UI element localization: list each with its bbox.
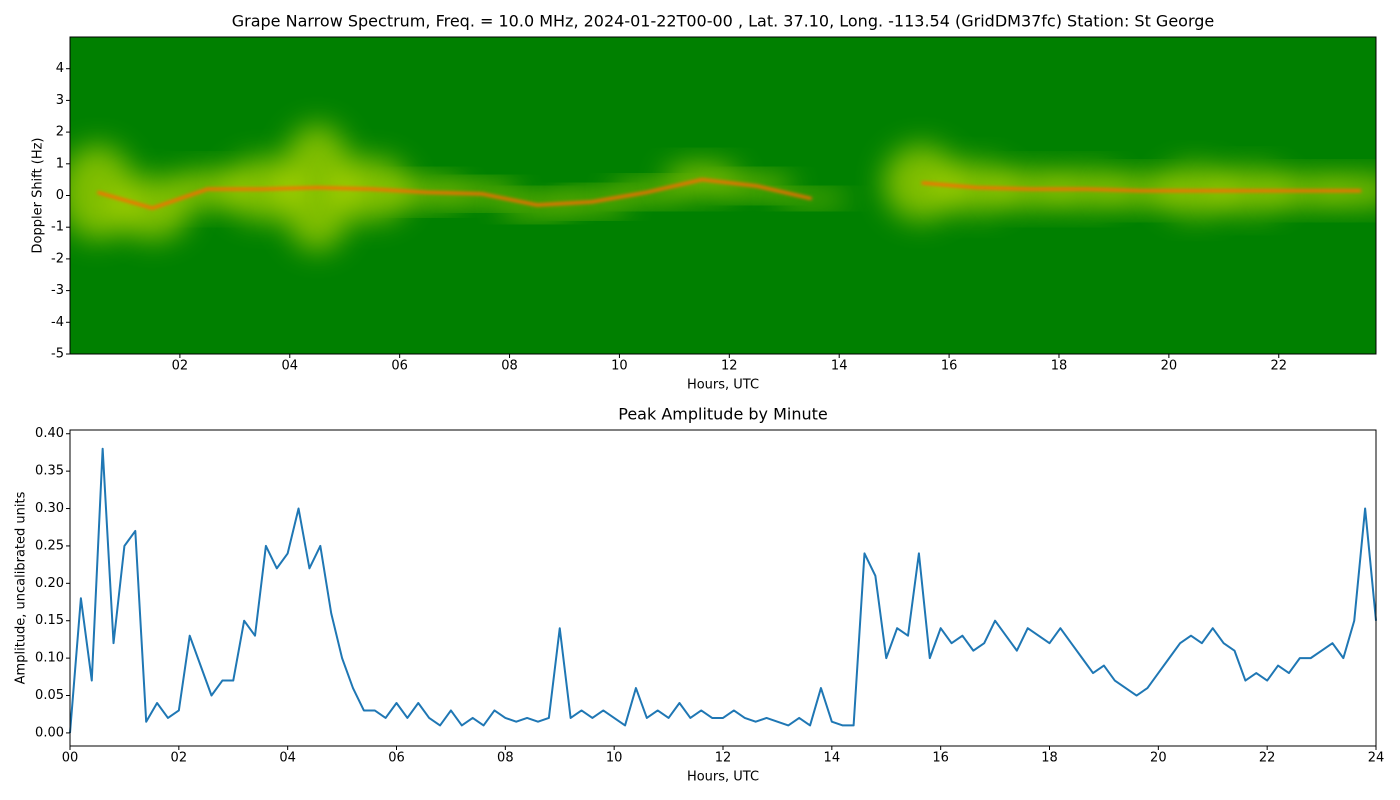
y-tick-label: 0.30: [35, 501, 64, 516]
y-tick-label: 4: [56, 61, 64, 76]
x-tick-label: 06: [388, 751, 405, 766]
x-tick-label: 04: [281, 359, 298, 374]
y-tick-label: 0.00: [35, 725, 64, 740]
doppler-trace: [921, 181, 1362, 193]
y-tick-label: -4: [51, 315, 64, 330]
y-tick-label: -2: [51, 251, 64, 266]
x-tick-label: 16: [932, 751, 949, 766]
x-tick-label: 08: [501, 359, 518, 374]
x-tick-label: 20: [1150, 751, 1167, 766]
y-axis-label: Doppler Shift (Hz): [31, 138, 46, 254]
x-tick-label: 16: [941, 359, 958, 374]
signal-spread: [773, 192, 851, 206]
plot-frame: [69, 429, 1377, 747]
spectrogram: [70, 37, 1376, 354]
chart-title: Peak Amplitude by Minute: [618, 405, 828, 424]
x-tick-label: 14: [824, 751, 841, 766]
x-tick-label: 02: [171, 751, 188, 766]
x-tick-label: 04: [279, 751, 296, 766]
y-tick-label: 0.25: [35, 538, 64, 553]
y-tick-label: 1: [56, 156, 64, 171]
x-axis-label: Hours, UTC: [687, 378, 759, 393]
x-tick-label: 18: [1051, 359, 1068, 374]
doppler-trace: [97, 178, 813, 210]
x-tick-label: 12: [721, 359, 738, 374]
x-tick-label: 18: [1041, 751, 1058, 766]
x-tick-label: 10: [611, 359, 628, 374]
x-tick-label: 24: [1368, 751, 1385, 766]
y-axis-label: Amplitude, uncalibrated units: [14, 491, 29, 684]
y-tick-label: 0.20: [35, 576, 64, 591]
x-tick-label: 08: [497, 751, 514, 766]
y-tick-label: 0.10: [35, 651, 64, 666]
chart-title: Grape Narrow Spectrum, Freq. = 10.0 MHz,…: [232, 12, 1215, 31]
y-tick-label: 2: [56, 125, 64, 140]
x-tick-label: 10: [606, 751, 623, 766]
amplitude-line: [69, 447, 1377, 733]
y-tick-label: 0.35: [35, 464, 64, 479]
y-tick-label: -5: [51, 347, 64, 362]
x-tick-label: 20: [1161, 359, 1178, 374]
x-tick-label: 14: [831, 359, 848, 374]
y-tick-label: -1: [51, 220, 64, 235]
x-axis-label: Hours, UTC: [687, 770, 759, 785]
x-tick-label: 22: [1259, 751, 1276, 766]
x-tick-label: 00: [62, 751, 79, 766]
y-tick-label: 0.40: [35, 426, 64, 441]
y-tick-label: 0: [56, 188, 64, 203]
y-tick-label: 3: [56, 93, 64, 108]
x-tick-label: 06: [391, 359, 408, 374]
y-tick-label: 0.15: [35, 613, 64, 628]
plot-frame: [69, 36, 1377, 355]
signal-spread: [883, 144, 961, 221]
x-tick-label: 02: [172, 359, 189, 374]
y-tick-label: 0.05: [35, 688, 64, 703]
x-tick-label: 12: [715, 751, 732, 766]
x-tick-label: 22: [1270, 359, 1287, 374]
y-tick-label: -3: [51, 283, 64, 298]
